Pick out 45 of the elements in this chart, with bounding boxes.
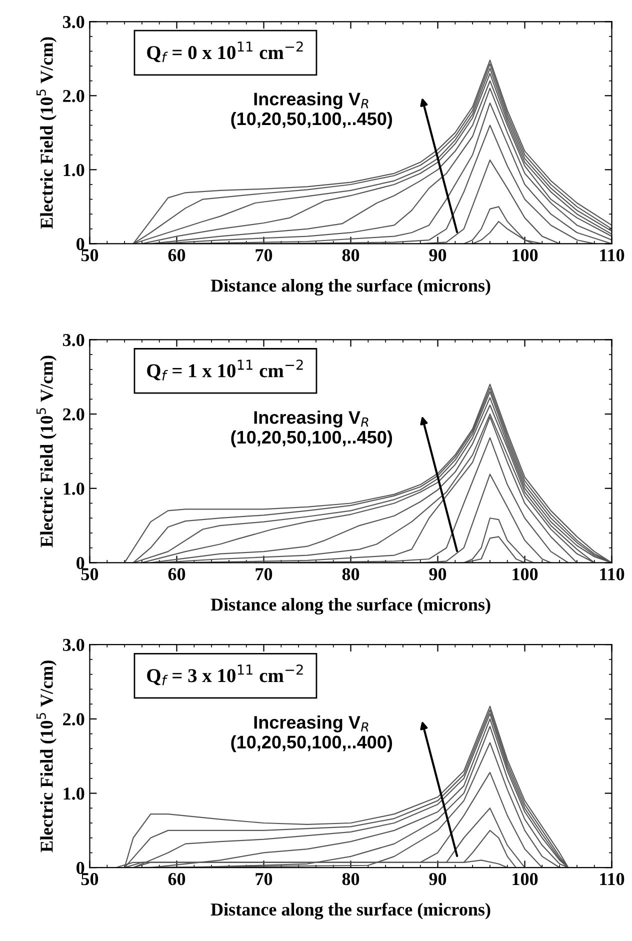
- x-axis-title: Distance along the surface (microns): [210, 278, 490, 296]
- x-axis-title: Distance along the surface (microns): [210, 598, 490, 615]
- x-tick-label: 100: [512, 249, 538, 262]
- y-tick-label: 1.0: [64, 164, 84, 176]
- y-tick-label: 0: [76, 556, 84, 570]
- text: Q$_{f}$ = 0 x 10$^{11}$ cm$^{−2}$: [147, 41, 303, 62]
- y-tick-label: 3.0: [62, 16, 84, 28]
- x-tick-label: 110: [600, 249, 624, 262]
- x-tick-label: 50: [81, 872, 98, 886]
- y-tick-label: 2.0: [63, 713, 84, 726]
- y-tick-label: 3.0: [62, 638, 84, 652]
- x-tick-label: 60: [168, 568, 186, 580]
- y-tick-label: 3.0: [62, 334, 84, 346]
- y-axis-title: Electric Field (10$^{5}$ V/cm): [36, 37, 57, 229]
- y-tick-label: 2.0: [63, 408, 84, 421]
- x-tick-label: 50: [81, 249, 98, 262]
- x-tick-label: 90: [429, 872, 446, 886]
- y-axis-title: Electric Field (10$^{5}$ V/cm): [36, 356, 57, 548]
- annotation: Increasing V$_{R}$ (10,20,50,100,..450): [231, 410, 392, 448]
- x-tick-label: 100: [512, 872, 538, 886]
- text: Q$_{f}$ = 1 x 10$^{11}$ cm$^{−2}$: [147, 360, 303, 380]
- annotation: Increasing V$_{R}$ (10,20,50,100,..400): [231, 715, 392, 752]
- x-tick-label: 110: [600, 568, 624, 580]
- y-axis-title: Electric Field (10$^{5}$ V/cm): [36, 660, 57, 852]
- x-tick-label: 70: [256, 249, 272, 262]
- x-tick-label: 50: [81, 568, 98, 580]
- x-tick-label: 80: [342, 249, 360, 262]
- y-tick-label: 2.0: [63, 90, 84, 102]
- x-tick-label: 80: [342, 872, 360, 886]
- x-tick-label: 60: [168, 872, 186, 886]
- annotation: Increasing V$_{R}$ (10,20,50,100,..450): [231, 92, 392, 129]
- x-tick-label: 80: [342, 568, 360, 580]
- x-tick-label: 60: [168, 249, 186, 262]
- x-axis-title: Distance along the surface (microns): [210, 902, 490, 920]
- y-tick-label: 1.0: [64, 482, 84, 495]
- y-tick-label: 0: [76, 862, 84, 874]
- y-tick-label: 1.0: [64, 788, 84, 800]
- x-tick-label: 110: [600, 872, 624, 886]
- x-tick-label: 90: [429, 249, 446, 262]
- text: Q$_{f}$ = 3 x 10$^{11}$ cm$^{−2}$: [147, 664, 303, 686]
- x-tick-label: 100: [512, 568, 538, 580]
- x-tick-label: 90: [429, 568, 446, 580]
- x-tick-label: 70: [256, 568, 272, 580]
- y-tick-label: 0: [76, 238, 84, 250]
- x-tick-label: 70: [256, 872, 272, 886]
